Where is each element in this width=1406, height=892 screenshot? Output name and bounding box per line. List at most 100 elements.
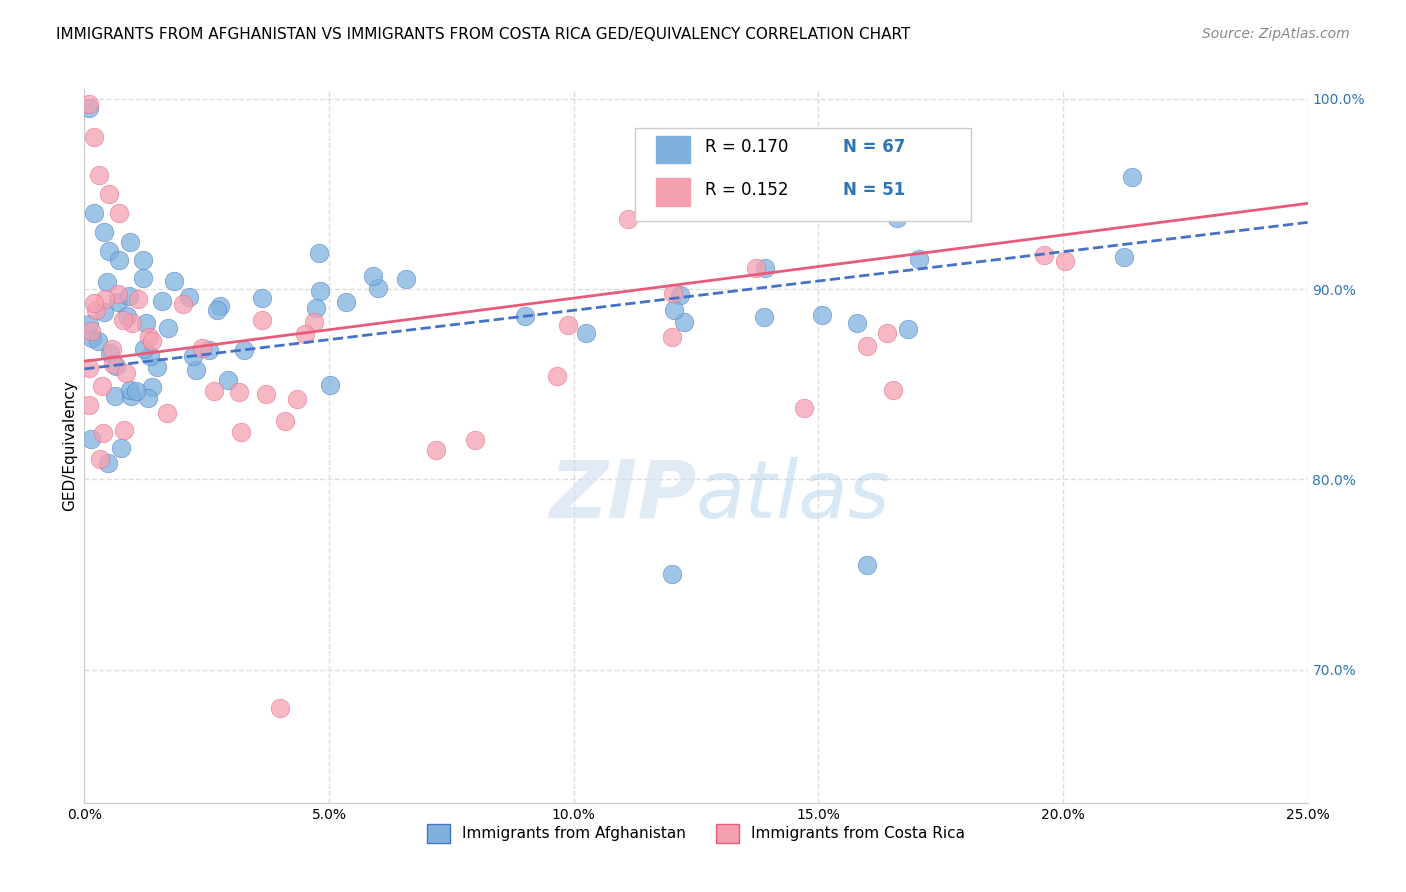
Point — [882, 384, 904, 398]
Point — [127, 292, 149, 306]
Point — [252, 291, 274, 305]
Point — [118, 289, 141, 303]
Point — [93, 225, 115, 239]
Point — [662, 303, 685, 318]
Point — [274, 414, 297, 428]
Point — [107, 253, 129, 268]
Point — [93, 293, 115, 307]
Point — [908, 252, 931, 266]
Point — [101, 358, 124, 372]
Point — [744, 260, 766, 275]
Point — [811, 308, 834, 322]
Point — [115, 309, 138, 323]
Point — [229, 425, 252, 439]
Point — [367, 281, 389, 295]
Point — [91, 426, 114, 441]
Point — [97, 456, 120, 470]
Point — [305, 301, 328, 315]
Text: IMMIGRANTS FROM AFGHANISTAN VS IMMIGRANTS FROM COSTA RICA GED/EQUIVALENCY CORREL: IMMIGRANTS FROM AFGHANISTAN VS IMMIGRANT… — [56, 27, 911, 42]
Point — [250, 313, 273, 327]
Point — [97, 186, 120, 201]
Point — [141, 380, 163, 394]
Point — [80, 433, 103, 447]
Point — [83, 296, 105, 310]
Bar — [655, 136, 690, 162]
Point — [793, 401, 815, 416]
Point — [661, 329, 683, 343]
Point — [125, 384, 148, 398]
Point — [118, 235, 141, 250]
Point — [138, 330, 160, 344]
Point — [463, 433, 485, 447]
Point — [752, 310, 775, 324]
Point — [77, 317, 100, 331]
Text: atlas: atlas — [696, 457, 891, 535]
Point — [80, 331, 103, 345]
Point — [546, 369, 568, 384]
Point — [110, 441, 132, 455]
Point — [228, 385, 250, 400]
Text: R = 0.170: R = 0.170 — [704, 138, 787, 156]
Point — [202, 384, 225, 398]
Point — [115, 366, 138, 380]
Point — [856, 339, 879, 353]
Text: N = 67: N = 67 — [842, 138, 905, 156]
Point — [156, 321, 179, 335]
Point — [672, 315, 695, 329]
FancyBboxPatch shape — [636, 128, 972, 221]
Point — [135, 316, 157, 330]
Point — [395, 272, 418, 286]
Point — [87, 168, 110, 182]
Point — [120, 389, 142, 403]
Point — [232, 343, 254, 358]
Point — [136, 392, 159, 406]
Point — [77, 398, 100, 412]
Point — [1121, 169, 1143, 184]
Point — [146, 359, 169, 374]
Point — [97, 244, 120, 258]
Point — [84, 302, 107, 317]
Point — [156, 407, 179, 421]
Point — [269, 700, 291, 714]
Point — [845, 316, 868, 330]
Legend: Immigrants from Afghanistan, Immigrants from Costa Rica: Immigrants from Afghanistan, Immigrants … — [420, 818, 972, 848]
Point — [361, 269, 384, 284]
Point — [107, 206, 129, 220]
Y-axis label: GED/Equivalency: GED/Equivalency — [62, 381, 77, 511]
Point — [104, 359, 127, 374]
Point — [77, 97, 100, 112]
Point — [217, 373, 239, 387]
Point — [134, 342, 156, 356]
Point — [139, 350, 162, 364]
Point — [96, 275, 118, 289]
Text: ZIP: ZIP — [548, 457, 696, 535]
Point — [93, 305, 115, 319]
Point — [107, 287, 129, 301]
Text: N = 51: N = 51 — [842, 181, 905, 199]
Point — [1032, 247, 1054, 261]
Point — [101, 343, 124, 357]
Point — [83, 129, 105, 144]
Point — [897, 322, 920, 336]
Point — [617, 212, 640, 227]
Point — [132, 270, 155, 285]
Point — [121, 316, 143, 330]
Text: R = 0.152: R = 0.152 — [704, 181, 787, 199]
Point — [304, 315, 326, 329]
Point — [886, 211, 908, 226]
Point — [754, 261, 776, 276]
Point — [575, 326, 598, 340]
Point — [98, 345, 121, 359]
Point — [294, 326, 316, 341]
Point — [661, 567, 683, 582]
Point — [107, 295, 129, 310]
Point — [308, 284, 330, 298]
Point — [285, 392, 308, 406]
Point — [172, 297, 194, 311]
Point — [83, 206, 105, 220]
Point — [184, 363, 207, 377]
Point — [662, 285, 685, 300]
Point — [179, 289, 201, 303]
Point — [876, 326, 898, 340]
Point — [254, 387, 277, 401]
